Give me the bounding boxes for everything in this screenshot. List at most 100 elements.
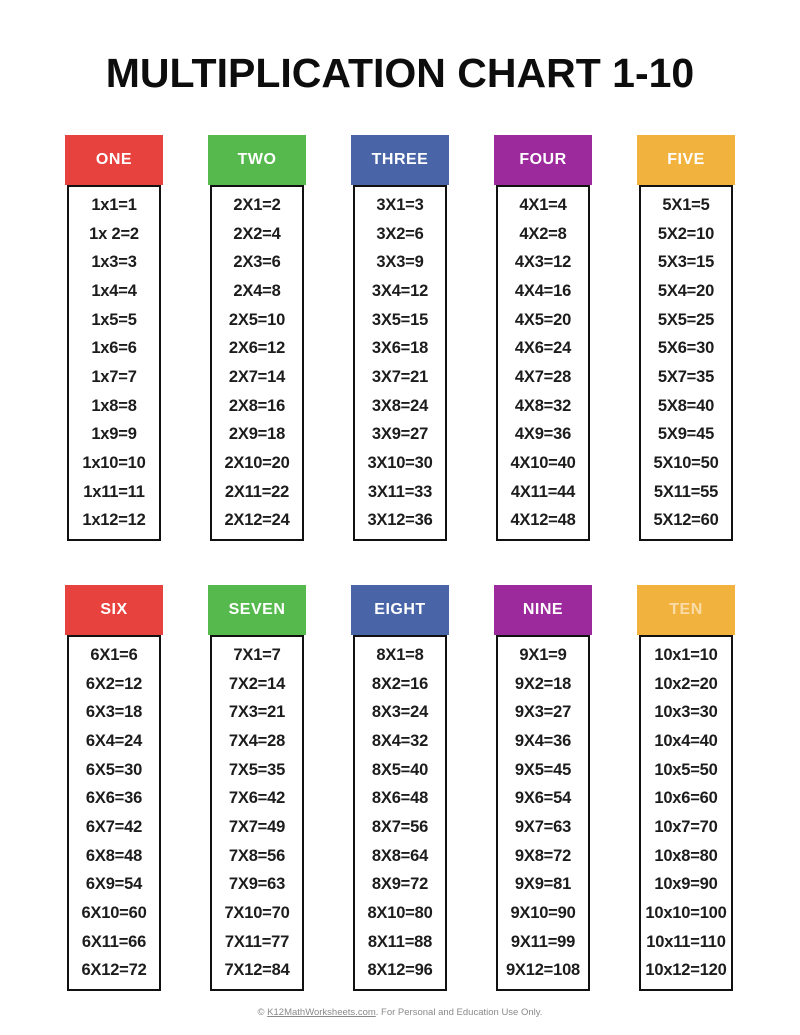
fact-row: 3X2=6 bbox=[376, 224, 424, 243]
fact-row: 1x7=7 bbox=[91, 368, 137, 387]
fact-row: 2X5=10 bbox=[228, 310, 286, 329]
fact-row: 3X3=9 bbox=[376, 253, 424, 272]
fact-row: 6X1=6 bbox=[90, 646, 138, 665]
fact-row: 8X11=88 bbox=[367, 932, 433, 951]
fact-row: 5X9=45 bbox=[657, 425, 715, 444]
fact-row: 7X8=56 bbox=[228, 846, 286, 865]
fact-row: 6X12=72 bbox=[81, 961, 147, 980]
fact-row: 4X7=28 bbox=[514, 368, 572, 387]
card-body: 5X1=5 5X2=10 5X3=15 5X4=20 5X5=25 5X6=30 5X7=3… bbox=[639, 185, 733, 541]
fact-row: 3X4=12 bbox=[371, 282, 429, 301]
card-header: FOUR bbox=[494, 135, 592, 185]
fact-row: 5X3=15 bbox=[657, 253, 715, 272]
times-table-card: THREE 3X1=3 3X2=6 3X3=9 3X4=12 3X5=15 3X6=18 3… bbox=[351, 135, 449, 541]
card-title: FOUR bbox=[519, 151, 567, 168]
copyright-symbol: © bbox=[257, 1007, 268, 1018]
fact-row: 6X3=18 bbox=[85, 703, 143, 722]
fact-row: 4X6=24 bbox=[514, 339, 572, 358]
fact-row: 7X6=42 bbox=[228, 789, 286, 808]
fact-row: 3X7=21 bbox=[371, 368, 429, 387]
footer-usage-note: . For Personal and Education Use Only. bbox=[375, 1007, 543, 1018]
fact-row: 9X6=54 bbox=[514, 789, 572, 808]
fact-row: 5X7=35 bbox=[657, 368, 715, 387]
fact-row: 8X12=96 bbox=[367, 961, 433, 980]
fact-row: 9X5=45 bbox=[514, 760, 572, 779]
times-table-card: FIVE 5X1=5 5X2=10 5X3=15 5X4=20 5X5=25 5X6=30… bbox=[637, 135, 735, 541]
fact-row: 4X5=20 bbox=[514, 310, 572, 329]
fact-row: 2X3=6 bbox=[233, 253, 281, 272]
fact-row: 9X2=18 bbox=[514, 674, 572, 693]
times-table-card: FOUR 4X1=4 4X2=8 4X3=12 4X4=16 4X5=20 4X6=24 4… bbox=[494, 135, 592, 541]
card-body: 8X1=8 8X2=16 8X3=24 8X4=32 8X5=40 8X6=48 8X7=5… bbox=[353, 635, 447, 991]
fact-row: 4X3=12 bbox=[514, 253, 572, 272]
fact-row: 2X7=14 bbox=[228, 368, 286, 387]
fact-row: 1x3=3 bbox=[91, 253, 137, 272]
card-header: SEVEN bbox=[208, 585, 306, 635]
fact-row: 1x 2=2 bbox=[89, 224, 139, 243]
fact-row: 8X9=72 bbox=[371, 875, 429, 894]
fact-row: 7X11=77 bbox=[224, 932, 290, 951]
fact-row: 4X2=8 bbox=[519, 224, 567, 243]
card-header: SIX bbox=[65, 585, 163, 635]
fact-row: 6X9=54 bbox=[85, 875, 143, 894]
fact-row: 4X11=44 bbox=[510, 482, 576, 501]
fact-row: 8X4=32 bbox=[371, 732, 429, 751]
fact-row: 1x11=11 bbox=[83, 482, 145, 501]
fact-row: 6X4=24 bbox=[85, 732, 143, 751]
fact-row: 5X11=55 bbox=[653, 482, 719, 501]
cards-grid: ONE 1x1=1 1x 2=2 1x3=3 1x4=4 1x5=5 1x6=6 1x7=7… bbox=[65, 135, 735, 991]
card-header: EIGHT bbox=[351, 585, 449, 635]
times-table-card: TWO 2X1=2 2X2=4 2X3=6 2X4=8 2X5=10 2X6=12 2X7=… bbox=[208, 135, 306, 541]
fact-row: 9X3=27 bbox=[514, 703, 572, 722]
fact-row: 10x11=110 bbox=[646, 932, 726, 951]
fact-row: 9X12=108 bbox=[505, 961, 581, 980]
fact-row: 2X6=12 bbox=[228, 339, 286, 358]
fact-row: 7X2=14 bbox=[228, 674, 286, 693]
fact-row: 9X8=72 bbox=[514, 846, 572, 865]
times-table-card: EIGHT 8X1=8 8X2=16 8X3=24 8X4=32 8X5=40 8X6=4… bbox=[351, 585, 449, 991]
fact-row: 4X9=36 bbox=[514, 425, 572, 444]
fact-row: 1x10=10 bbox=[82, 453, 146, 472]
fact-row: 2X12=24 bbox=[224, 511, 290, 530]
fact-row: 6X6=36 bbox=[85, 789, 143, 808]
fact-row: 3X11=33 bbox=[367, 482, 433, 501]
fact-row: 10x6=60 bbox=[654, 789, 718, 808]
card-header: THREE bbox=[351, 135, 449, 185]
card-header: FIVE bbox=[637, 135, 735, 185]
fact-row: 3X8=24 bbox=[371, 396, 429, 415]
card-body: 3X1=3 3X2=6 3X3=9 3X4=12 3X5=15 3X6=18 3X7=21 3… bbox=[353, 185, 447, 541]
fact-row: 2X8=16 bbox=[228, 396, 286, 415]
fact-row: 3X1=3 bbox=[376, 196, 424, 215]
fact-row: 10x9=90 bbox=[654, 875, 718, 894]
card-body: 9X1=9 9X2=18 9X3=27 9X4=36 9X5=45 9X6=54 9X7=6… bbox=[496, 635, 590, 991]
times-table-card: NINE 9X1=9 9X2=18 9X3=27 9X4=36 9X5=45 9X6=54… bbox=[494, 585, 592, 991]
card-title: NINE bbox=[522, 601, 564, 618]
fact-row: 5X10=50 bbox=[653, 453, 719, 472]
fact-row: 7X1=7 bbox=[233, 646, 281, 665]
card-title: EIGHT bbox=[374, 601, 426, 618]
card-header: TWO bbox=[208, 135, 306, 185]
card-body: 2X1=2 2X2=4 2X3=6 2X4=8 2X5=10 2X6=12 2X7=14 2X… bbox=[210, 185, 304, 541]
card-title: SIX bbox=[100, 601, 128, 618]
fact-row: 9X1=9 bbox=[519, 646, 567, 665]
fact-row: 4X12=48 bbox=[510, 511, 576, 530]
fact-row: 10x12=120 bbox=[645, 961, 727, 980]
fact-row: 6X7=42 bbox=[85, 818, 143, 837]
fact-row: 5X1=5 bbox=[662, 196, 710, 215]
fact-row: 4X8=32 bbox=[514, 396, 572, 415]
fact-row: 8X3=24 bbox=[371, 703, 429, 722]
fact-row: 2X1=2 bbox=[233, 196, 281, 215]
fact-row: 4X1=4 bbox=[519, 196, 567, 215]
footer-link[interactable]: K12MathWorksheets.com bbox=[267, 1007, 376, 1018]
fact-row: 6X2=12 bbox=[85, 674, 143, 693]
page-title: MULTIPLICATION CHART 1-10 bbox=[105, 50, 695, 96]
fact-row: 2X11=22 bbox=[224, 482, 290, 501]
times-table-card: SIX 6X1=6 6X2=12 6X3=18 6X4=24 6X5=30 6X6=36 6… bbox=[65, 585, 163, 991]
fact-row: 5X8=40 bbox=[657, 396, 715, 415]
fact-row: 7X5=35 bbox=[228, 760, 286, 779]
fact-row: 4X4=16 bbox=[514, 282, 572, 301]
card-header: NINE bbox=[494, 585, 592, 635]
fact-row: 1x8=8 bbox=[91, 396, 137, 415]
fact-row: 7X7=49 bbox=[228, 818, 286, 837]
